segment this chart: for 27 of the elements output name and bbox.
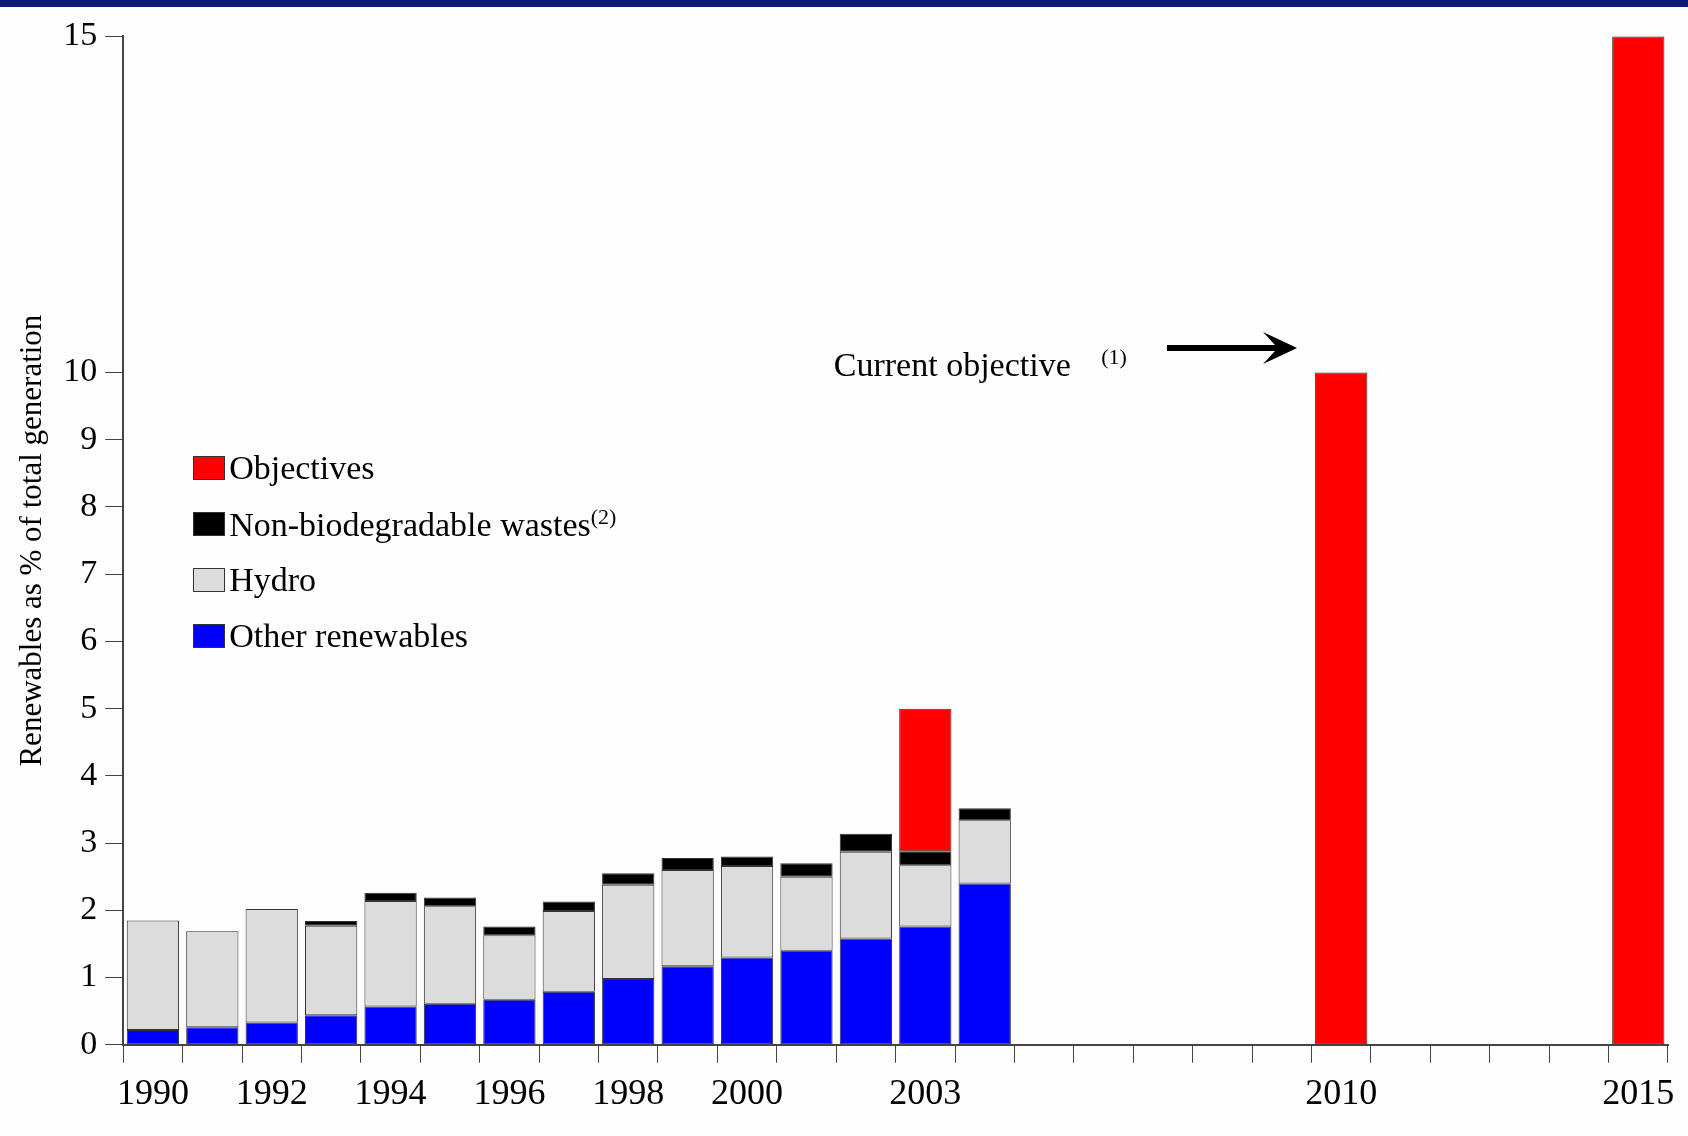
legend-label: Objectives xyxy=(229,448,375,487)
x-tick-label: 1998 xyxy=(592,1071,665,1112)
y-tick-label: 7 xyxy=(80,553,98,591)
y-tick-label: 0 xyxy=(80,1023,98,1061)
y-tick-label: 5 xyxy=(80,687,98,725)
x-tick-label: 1996 xyxy=(473,1071,546,1112)
y-axis-title: Renewables as % of total generation xyxy=(12,314,48,767)
x-tick-label: 1990 xyxy=(116,1071,189,1112)
y-tick-label: 2 xyxy=(80,889,98,927)
x-tick-label: 2003 xyxy=(889,1071,962,1112)
y-tick-label: 8 xyxy=(80,485,98,523)
y-tick-label: 10 xyxy=(63,351,98,389)
y-tick-label: 6 xyxy=(80,620,98,658)
annotation: Current objective $^{(1)}$ xyxy=(833,343,1127,385)
legend-label: Non-biodegradable wastes$^{(2)}$ xyxy=(229,503,617,544)
y-tick-label: 1 xyxy=(80,956,98,994)
y-tick-label: 15 xyxy=(63,15,98,53)
y-tick-label: 3 xyxy=(80,822,98,860)
x-tick-label: 2000 xyxy=(711,1071,784,1112)
legend-label: Other renewables xyxy=(229,616,469,655)
x-tick-label: 1992 xyxy=(235,1071,308,1112)
y-tick-label: 4 xyxy=(80,754,98,792)
x-tick-label: 1994 xyxy=(354,1071,427,1112)
x-tick-label: 2015 xyxy=(1602,1071,1675,1112)
x-tick-label: 2010 xyxy=(1305,1071,1378,1112)
y-tick-label: 9 xyxy=(80,418,98,456)
legend-label: Hydro xyxy=(229,560,317,599)
